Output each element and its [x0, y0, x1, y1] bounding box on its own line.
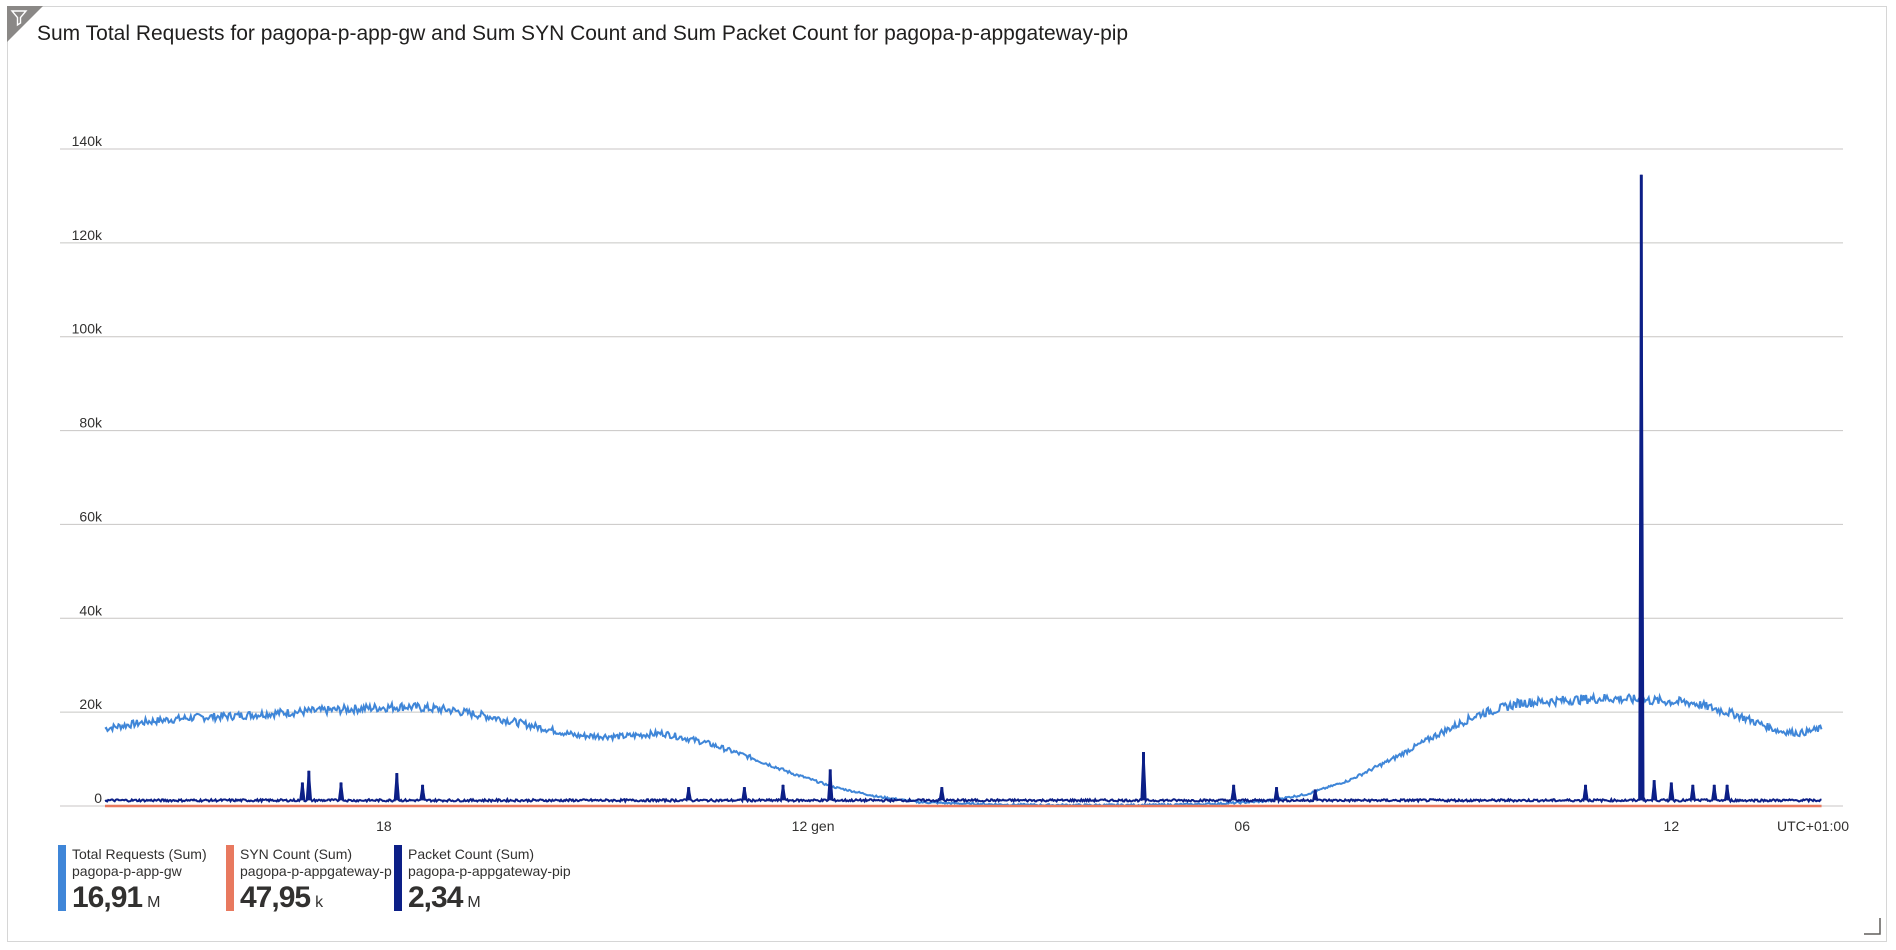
legend-color-swatch — [394, 845, 402, 911]
timezone-label: UTC+01:00 — [1777, 818, 1849, 834]
y-tick-label: 80k — [79, 415, 103, 431]
legend-color-swatch — [58, 845, 66, 911]
legend-series-total: 16,91 M — [72, 881, 161, 914]
x-tick-label: 12 — [1664, 818, 1680, 834]
legend-series-name: SYN Count (Sum) — [240, 846, 353, 862]
series-line-packet-count — [104, 174, 1822, 805]
legend-series-total: 2,34 M — [408, 881, 481, 914]
legend-series-name: Total Requests (Sum) — [72, 846, 207, 862]
legend-series-name: Packet Count (Sum) — [408, 846, 535, 862]
line-chart[interactable]: 0 20k 40k 60k 80k 100k 120k 140k 18 12 gen 06 12 UTC… — [0, 0, 1896, 840]
y-tick-label: 60k — [79, 508, 103, 524]
y-tick-label: 120k — [72, 227, 103, 243]
y-tick-label: 140k — [72, 133, 103, 149]
legend-resource-name: pagopa-p-app-gw — [72, 863, 182, 879]
legend-color-swatch — [226, 845, 234, 911]
y-tick-label: 0 — [94, 790, 102, 806]
y-tick-label: 100k — [72, 321, 103, 337]
y-tick-label: 20k — [79, 696, 103, 712]
legend-item-syn-count[interactable]: SYN Count (Sum) pagopa-p-appgateway-pip … — [226, 845, 392, 915]
x-tick-label: 06 — [1234, 818, 1250, 834]
x-tick-label: 18 — [376, 818, 392, 834]
y-tick-label: 40k — [79, 602, 103, 618]
chart-title: Sum Total Requests for pagopa-p-app-gw a… — [37, 22, 1129, 45]
legend-series-total: 47,95 k — [240, 881, 324, 914]
filter-icon[interactable] — [10, 9, 30, 27]
series-line-total-requests — [104, 691, 1823, 808]
legend-resource-name: pagopa-p-appgateway-pip — [408, 863, 571, 879]
chart-card — [7, 6, 1887, 942]
legend-resource-name: pagopa-p-appgateway-pip — [240, 863, 392, 879]
resize-handle-icon[interactable] — [1862, 916, 1882, 936]
x-tick-label: 12 gen — [792, 818, 835, 834]
